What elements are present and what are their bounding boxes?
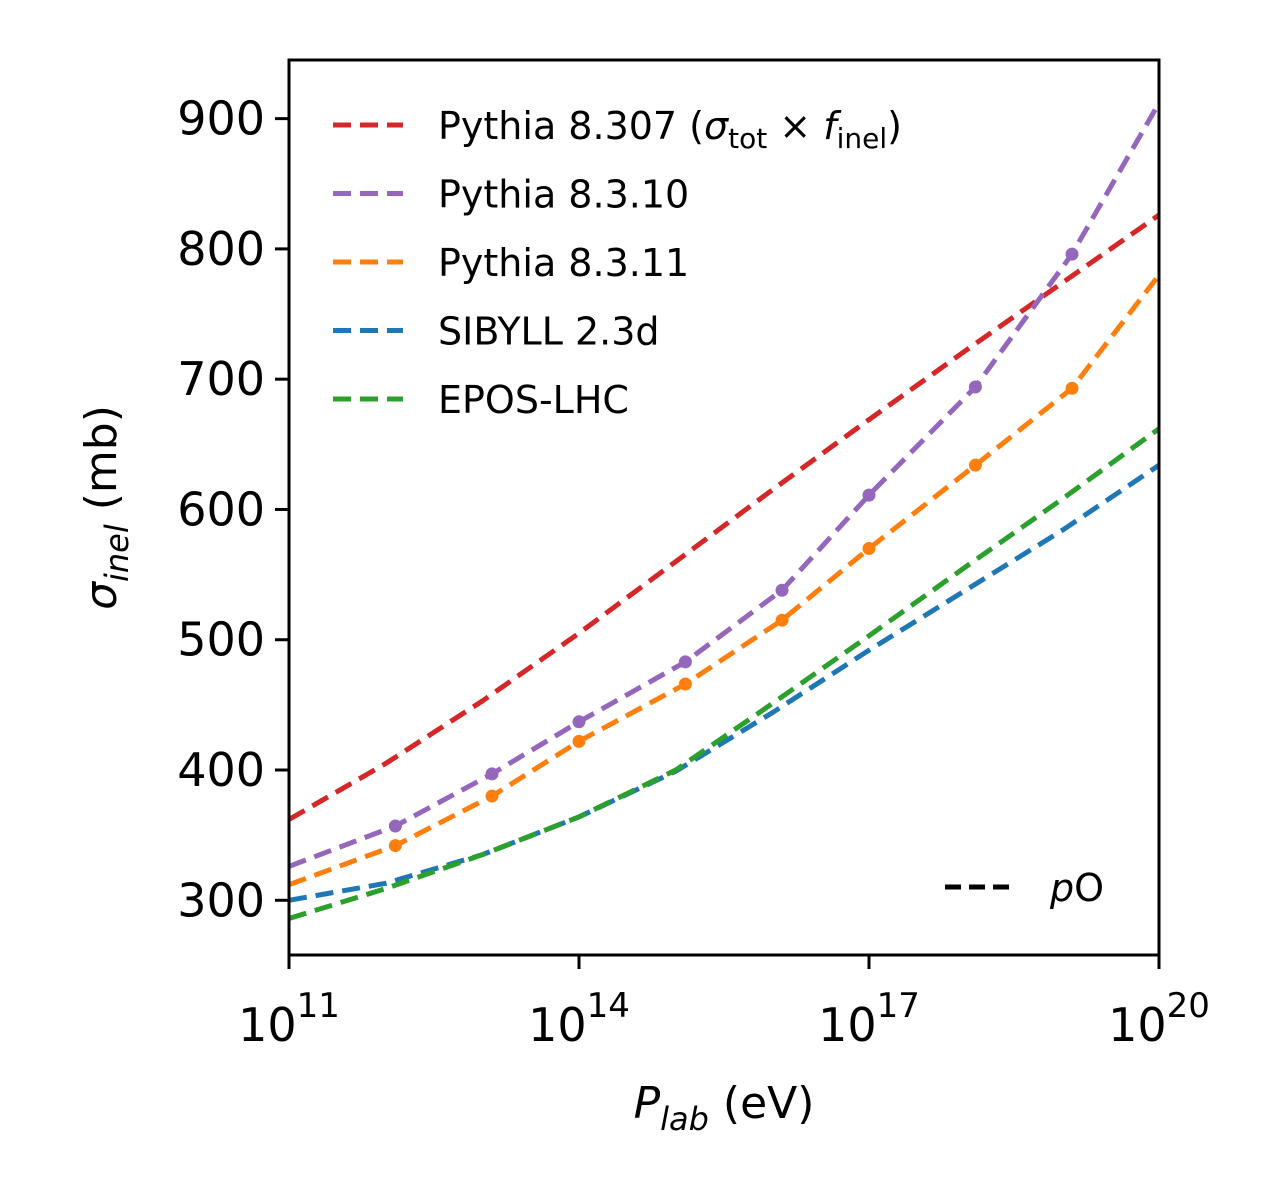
legend-label-0: Pythia 8.307 (σtot × finel) bbox=[438, 104, 902, 155]
y-tick-label: 400 bbox=[177, 743, 265, 797]
legend-label-2: Pythia 8.3.11 bbox=[438, 241, 689, 285]
x-tick-label: 1017 bbox=[818, 986, 920, 1052]
series-line-4 bbox=[289, 426, 1159, 921]
x-tick-label: 1011 bbox=[238, 986, 340, 1052]
series-line-2 bbox=[289, 273, 1159, 888]
y-axis: 300 400 500 600 700 800 900 bbox=[177, 92, 289, 927]
legend: Pythia 8.307 (σtot × finel) Pythia 8.3.10… bbox=[333, 104, 902, 422]
series-2-point bbox=[572, 734, 586, 748]
annotation-po: pO bbox=[945, 866, 1104, 910]
y-tick-label: 700 bbox=[177, 352, 265, 406]
y-tick-label: 800 bbox=[177, 222, 265, 276]
series-markers bbox=[388, 247, 1079, 853]
series-1-point bbox=[485, 767, 499, 781]
series-lines bbox=[289, 101, 1159, 921]
legend-label-1: Pythia 8.3.10 bbox=[438, 173, 689, 217]
series-2-point bbox=[1065, 381, 1079, 395]
series-1-point bbox=[1065, 247, 1079, 261]
x-tick-label: 1020 bbox=[1108, 986, 1210, 1052]
annotation-label: pO bbox=[1049, 866, 1104, 910]
plot-frame bbox=[287, 58, 1161, 957]
series-2-point bbox=[775, 613, 789, 627]
series-2-point bbox=[862, 542, 876, 556]
x-tick-label: 1014 bbox=[528, 986, 630, 1052]
x-axis-label: Plab (eV) bbox=[634, 1078, 815, 1138]
series-1-point bbox=[775, 583, 789, 597]
series-2-point bbox=[968, 458, 982, 472]
series-2-point bbox=[388, 839, 402, 853]
series-line-3 bbox=[289, 463, 1159, 903]
y-tick-label: 500 bbox=[177, 613, 265, 667]
legend-label-4: EPOS-LHC bbox=[438, 378, 629, 422]
series-2-point bbox=[485, 789, 499, 803]
series-1-point bbox=[968, 380, 982, 394]
series-line-0 bbox=[289, 212, 1159, 822]
y-tick-label: 600 bbox=[177, 482, 265, 536]
x-axis: 1011 1014 1017 1020 bbox=[238, 955, 1210, 1052]
series-1-point bbox=[388, 819, 402, 833]
legend-label-3: SIBYLL 2.3d bbox=[438, 310, 660, 354]
series-line-1 bbox=[289, 101, 1159, 869]
series-1-point bbox=[862, 488, 876, 502]
y-tick-label: 900 bbox=[177, 92, 265, 146]
y-axis-label: σinel (mb) bbox=[76, 405, 136, 610]
series-1-point bbox=[572, 715, 586, 729]
series-1-point bbox=[678, 655, 692, 669]
series-2-point bbox=[678, 677, 692, 691]
y-tick-label: 300 bbox=[177, 873, 265, 927]
